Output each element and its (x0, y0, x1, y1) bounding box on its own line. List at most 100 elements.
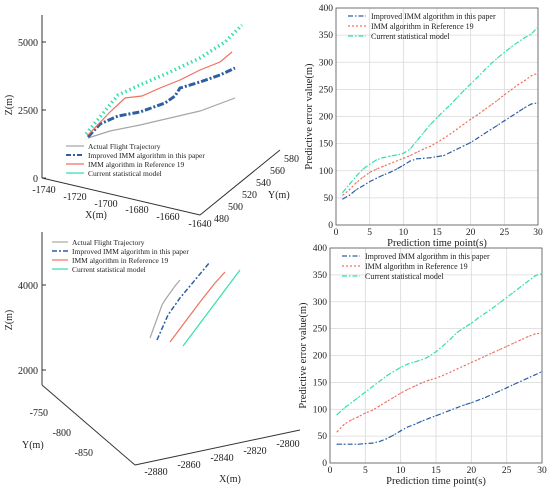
legend-label: IMM algorithm in Reference 19 (371, 22, 474, 31)
data-point (443, 110, 445, 112)
data-point (470, 141, 472, 144)
data-point (429, 157, 431, 159)
legend-label: Improved IMM algorithm in this paper (365, 252, 490, 261)
z-tick-label: 2500 (18, 106, 38, 117)
data-point (463, 365, 465, 367)
data-point (449, 103, 452, 106)
data-point (422, 148, 425, 150)
data-point (400, 430, 402, 432)
data-point (449, 338, 451, 340)
data-point (348, 189, 351, 191)
y-tick-label: 350 (319, 31, 334, 41)
data-point (400, 392, 402, 394)
series-line-2 (336, 332, 543, 433)
data-point (463, 326, 465, 329)
data-point (342, 194, 344, 196)
data-point (378, 380, 381, 382)
data-point (449, 133, 452, 135)
data-point (499, 302, 501, 304)
data-point (520, 339, 522, 341)
data-point (355, 175, 357, 177)
data-point (407, 363, 409, 365)
data-point (385, 438, 388, 440)
data-point (497, 99, 499, 101)
x-tick-label: -2840 (210, 453, 233, 464)
data-point (534, 374, 536, 376)
data-point (355, 189, 357, 191)
legend-label-ref19: IMM algorithm in Reference 19 (72, 256, 168, 265)
y-tick-label: 100 (319, 167, 334, 177)
y-tick-label: 50 (318, 432, 328, 442)
data-point (393, 371, 395, 373)
current-model-trajectory-line (182, 269, 241, 347)
data-point (350, 419, 352, 421)
data-point (517, 84, 519, 86)
data-point (490, 128, 492, 131)
data-point (484, 312, 487, 314)
data-point (523, 37, 526, 39)
data-point (435, 415, 437, 417)
data-point (378, 440, 381, 443)
data-point (442, 412, 444, 414)
data-point (476, 137, 478, 139)
data-point (435, 377, 437, 379)
data-point (503, 120, 505, 122)
data-point (490, 104, 492, 106)
ref19-trajectory-line (87, 51, 233, 136)
data-point (375, 159, 377, 161)
x-axis-line (134, 429, 301, 466)
data-point (470, 402, 472, 404)
data-point (463, 404, 465, 406)
data-point (476, 114, 478, 116)
data-point (490, 63, 492, 65)
data-point (517, 41, 519, 43)
data-point (527, 336, 529, 338)
x-tick-label: -1720 (63, 192, 86, 203)
data-point (497, 57, 499, 59)
y-tick-label: 150 (313, 378, 328, 388)
data-point (409, 148, 411, 150)
data-point (396, 154, 398, 156)
data-point (389, 163, 391, 165)
data-point (463, 145, 465, 147)
data-point (364, 391, 366, 393)
data-point (369, 171, 371, 173)
data-point (476, 76, 478, 79)
data-point (362, 168, 364, 170)
data-point (357, 396, 359, 399)
x-tick-label: -1640 (188, 219, 211, 230)
data-point (429, 145, 431, 147)
data-point (350, 402, 352, 404)
x-tick-label: -2800 (276, 439, 299, 450)
legend-label-ref19: IMM algorithm in Reference 19 (88, 160, 184, 169)
data-point (443, 154, 445, 157)
data-point (422, 157, 425, 159)
y-axis-label: Predictive error value(m) (298, 302, 309, 409)
data-point (534, 275, 536, 277)
x-tick-label: 15 (432, 228, 442, 238)
data-point (382, 157, 384, 159)
data-point (442, 345, 444, 347)
data-point (402, 157, 404, 159)
data-point (523, 107, 526, 109)
y-tick-label: 300 (319, 58, 334, 68)
data-point (513, 291, 515, 293)
data-point (491, 352, 494, 354)
data-point (378, 405, 381, 407)
data-point (393, 434, 395, 436)
y-axis-line (41, 384, 136, 466)
y-tick-label: 300 (313, 298, 328, 308)
data-point (442, 374, 444, 376)
data-point (400, 366, 402, 368)
y-tick-label: 150 (319, 140, 334, 150)
x-tick-label: 30 (537, 466, 547, 476)
data-point (343, 443, 345, 445)
legend-label: Current statistical model (365, 272, 444, 281)
data-point (513, 383, 515, 386)
data-point (470, 361, 472, 364)
top-right-error-chart: 0 5 10 15 20 25 30050100150200250300350400Pred… (304, 4, 543, 249)
data-point (541, 272, 543, 274)
data-point (348, 183, 351, 185)
data-point (506, 387, 508, 389)
data-point (435, 351, 437, 353)
